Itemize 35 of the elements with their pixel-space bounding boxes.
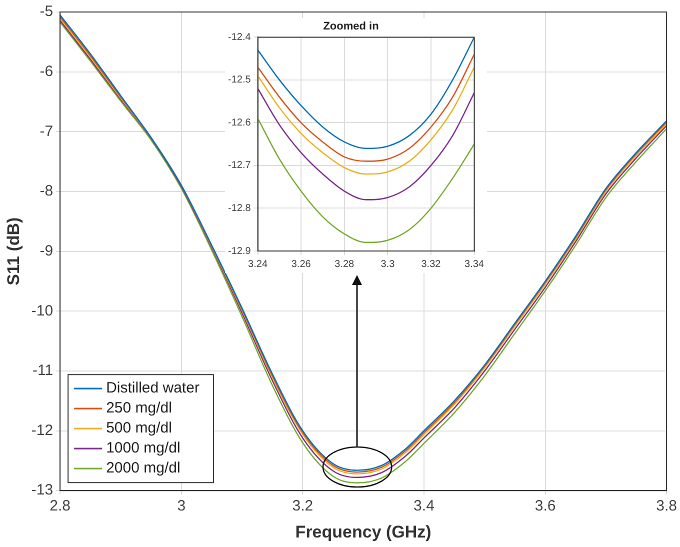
- x-tick-label: 3.24: [248, 258, 268, 270]
- legend-label: 2000 mg/dl: [106, 460, 180, 477]
- legend-label: 1000 mg/dl: [106, 440, 180, 457]
- x-axis-title: Frequency (GHz): [295, 522, 432, 542]
- y-tick-label: -10: [31, 302, 54, 320]
- y-tick-label: -12.7: [228, 160, 252, 172]
- y-tick-label: -12.6: [228, 117, 252, 128]
- x-tick-label: 3.2: [292, 498, 314, 515]
- y-tick-label: -12.9: [228, 246, 252, 257]
- y-tick-label: -5: [40, 3, 54, 20]
- x-tick-label: 3: [177, 498, 186, 515]
- y-tick-label: -12.5: [228, 74, 252, 86]
- x-tick-label: 3.4: [414, 498, 434, 515]
- y-tick-label: -13: [31, 482, 54, 499]
- x-tick-label: 3.34: [464, 258, 484, 270]
- y-tick-label: -12.8: [228, 202, 252, 214]
- chart-title: Zoomed in: [323, 20, 380, 33]
- y-tick-label: -6: [40, 62, 54, 80]
- legend-label: 250 mg/dl: [106, 400, 172, 417]
- legend-label: 500 mg/dl: [106, 420, 172, 437]
- y-tick-label: -9: [40, 242, 54, 260]
- y-tick-label: -12.4: [228, 32, 252, 43]
- x-tick-label: 3.6: [534, 498, 556, 515]
- y-axis-title: S11 (dB): [4, 217, 23, 286]
- y-tick-label: -11: [32, 362, 54, 380]
- x-tick-label: 3.28: [334, 258, 355, 270]
- x-tick-label: 3.32: [421, 258, 442, 270]
- x-tick-label: 3.26: [291, 258, 312, 270]
- x-tick-label: 3.3: [380, 258, 396, 270]
- y-tick-label: -12: [31, 422, 54, 439]
- x-tick-label: 2.8: [50, 498, 71, 515]
- y-tick-label: -8: [40, 182, 54, 200]
- y-tick-label: -7: [40, 122, 54, 140]
- x-tick-label: 3.8: [656, 498, 678, 515]
- legend-label: Distilled water: [106, 380, 200, 397]
